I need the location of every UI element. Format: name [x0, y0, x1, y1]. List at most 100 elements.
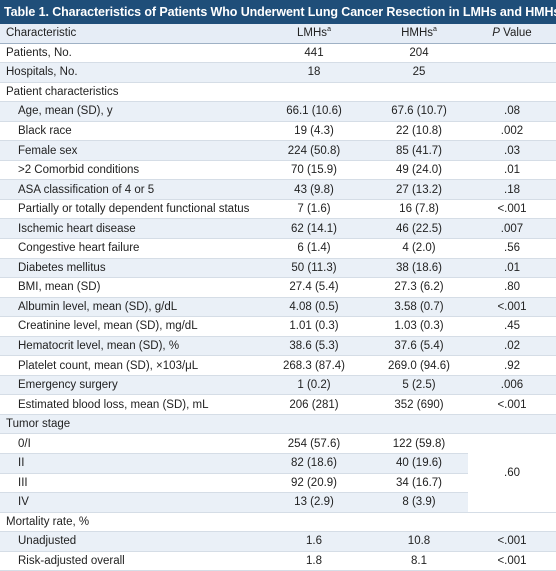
hmh-value: 25 [412, 66, 426, 79]
row-label: ASA classification of 4 or 5 [18, 183, 155, 196]
row-label: II [18, 457, 25, 470]
table-row: >2 Comorbid conditions 70 (15.9) 49 (24.… [0, 160, 556, 180]
hmh-value: 85 (41.7) [395, 144, 443, 157]
p-value: <.001 [497, 535, 527, 548]
section-label: Patient characteristics [6, 85, 119, 98]
section-label: Mortality rate, % [6, 515, 90, 528]
row-label: IV [18, 496, 29, 509]
hmh-value: 49 (24.0) [395, 164, 443, 177]
header-p-italic: P [492, 27, 500, 40]
p-value: .01 [504, 261, 520, 274]
hmh-value: 8.1 [411, 555, 427, 568]
table-title: Table 1. Characteristics of Patients Who… [0, 0, 556, 24]
hmh-value: 67.6 (10.7) [391, 105, 447, 118]
row-label: Partially or totally dependent functiona… [18, 203, 250, 216]
tumor-stage-p-value: .60 [468, 433, 556, 513]
table-row: Diabetes mellitus 50 (11.3) 38 (18.6) .0… [0, 258, 556, 278]
hmh-value [370, 512, 468, 532]
lmh-value: 6 (1.4) [297, 242, 331, 255]
row-label: Unadjusted [18, 535, 77, 548]
row-label: Estimated blood loss, mean (SD), mL [18, 398, 209, 411]
table-row: 0/I 254 (57.6) 122 (59.8) .60 [0, 433, 556, 513]
lmh-value: 50 (11.3) [291, 261, 337, 274]
hmh-value: 16 (7.8) [399, 203, 439, 216]
lmh-value: 13 (2.9) [294, 496, 334, 509]
hmh-value: 10.8 [407, 535, 431, 548]
p-value: .002 [500, 125, 524, 137]
table-row: Estimated blood loss, mean (SD), mL 206 … [0, 394, 556, 415]
lmh-value [258, 82, 370, 102]
row-label: Creatinine level, mean (SD), mg/dL [18, 320, 198, 333]
lmh-value: 206 (281) [289, 398, 339, 411]
header-lmh: LMHsa [258, 24, 370, 44]
lmh-value: 254 (57.6) [287, 437, 341, 450]
lmh-value: 70 (15.9) [290, 164, 338, 177]
lmh-value: 66.1 (10.6) [286, 105, 342, 118]
p-value [468, 512, 556, 532]
row-label: BMI, mean (SD) [18, 281, 101, 294]
p-value: <.001 [497, 555, 527, 568]
table-row: Female sex 224 (50.8) 85 (41.7) .03 [0, 140, 556, 161]
table-row: BMI, mean (SD) 27.4 (5.4) 27.3 (6.2) .80 [0, 277, 556, 298]
table-row: III 92 (20.9) 34 (16.7) [0, 473, 556, 493]
lmh-value: 19 (4.3) [294, 125, 334, 137]
p-value: .02 [504, 340, 520, 353]
table-row: Emergency surgery 1 (0.2) 5 (2.5) .006 [0, 375, 556, 395]
row-label: Emergency surgery [18, 379, 118, 392]
p-value: <.001 [497, 203, 527, 216]
lmh-value: 441 [304, 46, 324, 59]
footnote-marker: a [433, 26, 437, 34]
row-label: Hospitals, No. [6, 66, 78, 79]
header-p-rest: Value [499, 27, 532, 40]
table-row: IV 13 (2.9) 8 (3.9) [0, 492, 556, 513]
hmh-value: 5 (2.5) [402, 379, 436, 392]
row-label: Congestive heart failure [18, 242, 140, 255]
p-value: .45 [504, 320, 520, 333]
row-label: Hematocrit level, mean (SD), % [18, 340, 180, 353]
lmh-value: 27.4 (5.4) [289, 281, 339, 294]
table-row: Hematocrit level, mean (SD), % 38.6 (5.3… [0, 336, 556, 356]
section-label: Tumor stage [6, 418, 71, 431]
lmh-value: 38.6 (5.3) [289, 340, 339, 353]
lmh-value: 62 (14.1) [290, 222, 338, 235]
p-value [468, 82, 556, 102]
hmh-value: 40 (19.6) [395, 457, 443, 470]
p-value [468, 43, 556, 63]
table-row: Hospitals, No. 18 25 [0, 62, 556, 83]
p-value: .92 [504, 359, 520, 372]
lmh-value: 1 (0.2) [297, 379, 331, 392]
footnote-marker: a [327, 26, 331, 34]
lmh-value [258, 414, 370, 434]
table-row: Unadjusted 1.6 10.8 <.001 [0, 531, 556, 552]
row-label: Risk-adjusted overall [18, 555, 125, 568]
table-row: Patients, No. 441 204 [0, 43, 556, 63]
table-row: Creatinine level, mean (SD), mg/dL 1.01 … [0, 316, 556, 337]
row-label: Patients, No. [6, 46, 72, 59]
row-label: Platelet count, mean (SD), ×103/μL [18, 359, 199, 372]
hmh-value: 37.6 (5.4) [394, 340, 444, 353]
lmh-value: 43 (9.8) [294, 183, 334, 196]
row-label: Diabetes mellitus [18, 261, 106, 274]
hmh-value: 38 (18.6) [395, 261, 443, 274]
p-value: .80 [504, 281, 520, 294]
header-hmh: HMHsa [370, 24, 468, 44]
lmh-value: 224 (50.8) [287, 144, 341, 157]
hmh-value [370, 414, 468, 434]
characteristics-table: Characteristic LMHsa HMHsa P Value Patie… [0, 24, 556, 571]
p-value [468, 414, 556, 434]
lmh-value: 82 (18.6) [290, 457, 338, 470]
p-value: .01 [504, 164, 520, 177]
table-row: Congestive heart failure 6 (1.4) 4 (2.0)… [0, 238, 556, 259]
p-value: <.001 [497, 300, 527, 313]
table-row: Partially or totally dependent functiona… [0, 199, 556, 219]
hmh-value: 46 (22.5) [395, 222, 443, 235]
lmh-value [258, 512, 370, 532]
p-value: .56 [504, 242, 520, 255]
p-value: <.001 [497, 398, 527, 411]
hmh-value: 34 (16.7) [395, 476, 443, 489]
table-row: Albumin level, mean (SD), g/dL 4.08 (0.5… [0, 297, 556, 317]
p-value: .18 [504, 183, 520, 196]
hmh-value: 269.0 (94.6) [387, 359, 450, 372]
p-value: .08 [504, 105, 520, 118]
section-row: Patient characteristics [0, 82, 556, 102]
